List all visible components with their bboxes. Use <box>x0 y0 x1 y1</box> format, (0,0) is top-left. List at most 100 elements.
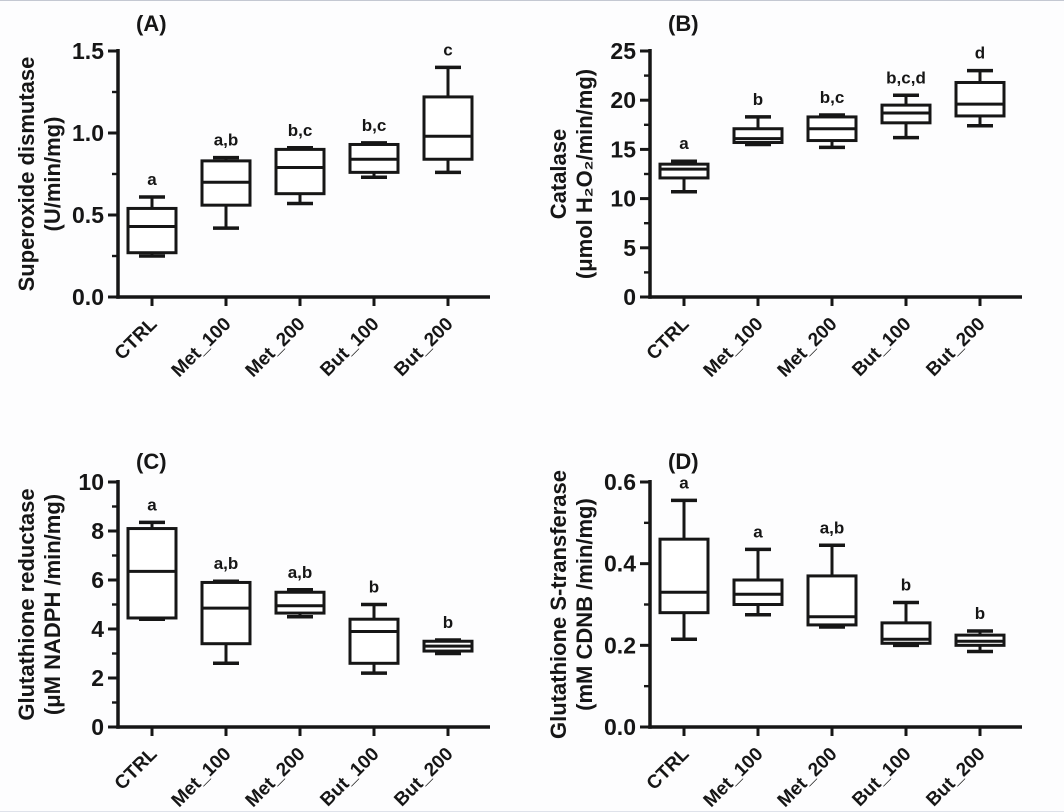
y-axis-label-name: Catalase <box>546 129 571 220</box>
iqr-box <box>422 95 474 161</box>
category-label: CTRL <box>111 313 162 364</box>
y-axis-label-name: Glutathione S-transferase <box>546 470 571 739</box>
iqr-box <box>732 578 784 606</box>
category-label: Met_100 <box>168 744 236 812</box>
panel-label: (B) <box>668 11 699 36</box>
panel-d-glutathione-s-transferase: 0.0 0.2 0.4 0.6 CTRL Met_100 Met_200 But_100 But… <box>546 449 1022 812</box>
y-tick-label: 0.0 <box>604 714 636 740</box>
y-axis-label-name: Superoxide dismutase <box>14 57 39 292</box>
y-tick-label: 5 <box>623 235 636 261</box>
box-group <box>658 498 710 641</box>
category-label: But_200 <box>390 744 457 811</box>
iqr-box <box>126 206 178 255</box>
box-group <box>200 155 252 230</box>
significance-letter: a,b <box>214 131 239 150</box>
y-tick-label: 15 <box>610 136 636 162</box>
box-group <box>732 547 784 617</box>
significance-letter: a <box>753 522 763 541</box>
significance-letter: b <box>369 578 379 597</box>
y-axis-label-units: (μM NADPH /min/mg) <box>40 494 65 715</box>
category-label: CTRL <box>643 313 694 364</box>
y-axis-label-name: Glutathione reductase <box>14 488 39 720</box>
box-group <box>200 579 252 666</box>
y-tick-label: 2 <box>91 665 104 691</box>
y-tick-label: 0.0 <box>72 284 104 310</box>
box-group <box>348 141 400 180</box>
y-tick-label: 6 <box>91 567 104 593</box>
iqr-box <box>658 162 710 180</box>
box-group <box>954 629 1006 654</box>
y-tick-label: 0.5 <box>72 202 104 228</box>
y-tick-label: 0 <box>623 284 636 310</box>
significance-letter: b <box>443 613 453 632</box>
y-tick-label: 0.4 <box>604 551 636 577</box>
iqr-box <box>274 590 326 615</box>
category-label: But_200 <box>922 314 989 381</box>
box-group <box>126 195 178 258</box>
box-group <box>806 543 858 629</box>
panel-a-superoxide-dismutase: 0.0 0.5 1.0 1.5 CTRL Met_100 Met_200 But_100 But… <box>14 11 490 382</box>
box-group <box>422 638 474 656</box>
y-axis-label-units: (mM CDNB /min/mg) <box>572 498 597 711</box>
panel-label: (A) <box>136 11 167 36</box>
significance-letter: a,b <box>820 518 845 537</box>
category-label: But_100 <box>316 744 383 811</box>
box-group <box>806 113 858 150</box>
category-label: Met_100 <box>700 744 768 812</box>
y-axis-label-units: (U/min/mg) <box>40 117 65 232</box>
category-label: But_100 <box>848 314 915 381</box>
significance-letter: b,c,d <box>886 68 926 87</box>
category-label: But_100 <box>316 314 383 381</box>
significance-letter: b <box>753 90 763 109</box>
panel-c-glutathione-reductase: 0 2 4 6 8 10 CTRL Met_100 Met_200 But_100 But_200 a… <box>14 449 490 812</box>
y-tick-label: 25 <box>610 38 636 64</box>
category-label: CTRL <box>643 743 694 794</box>
y-tick-label: 1.0 <box>72 120 104 146</box>
box-group <box>880 93 932 140</box>
box-group <box>732 115 784 147</box>
box-group <box>126 520 178 621</box>
category-label: Met_200 <box>774 314 842 382</box>
panel-b-catalase: 0 5 10 15 20 25 CTRL Met_100 Met_200 But_100 But_2… <box>546 11 1022 382</box>
category-label: CTRL <box>111 743 162 794</box>
iqr-box <box>658 537 710 615</box>
box-group <box>880 600 932 648</box>
iqr-box <box>200 580 252 646</box>
category-label: Met_100 <box>168 314 236 382</box>
box-group <box>422 65 474 175</box>
category-label: But_200 <box>390 314 457 381</box>
y-tick-label: 0 <box>91 714 104 740</box>
significance-letter: a <box>147 170 157 189</box>
category-label: But_100 <box>848 744 915 811</box>
significance-letter: b,c <box>820 88 845 107</box>
box-group <box>954 68 1006 128</box>
box-group <box>274 588 326 619</box>
y-tick-label: 4 <box>91 616 104 642</box>
iqr-box <box>954 80 1006 118</box>
panel-label: (C) <box>136 449 167 474</box>
y-tick-label: 10 <box>610 186 636 212</box>
significance-letter: a,b <box>214 554 239 573</box>
significance-letter: b <box>975 604 985 623</box>
category-label: Met_200 <box>242 744 310 812</box>
significance-letter: a <box>147 495 157 514</box>
significance-letter: b <box>901 575 911 594</box>
significance-letter: d <box>975 44 985 63</box>
significance-letter: b,c <box>288 121 313 140</box>
y-axis-label-units: (μmol H₂O₂/min/mg) <box>572 69 597 279</box>
y-tick-label: 8 <box>91 518 104 544</box>
iqr-box <box>126 527 178 620</box>
panel-label: (D) <box>668 449 699 474</box>
category-label: Met_100 <box>700 314 768 382</box>
y-tick-label: 0.2 <box>604 632 636 658</box>
category-label: But_200 <box>922 744 989 811</box>
significance-letter: a <box>679 473 689 492</box>
significance-letter: b,c <box>362 116 387 135</box>
significance-letter: c <box>443 40 452 59</box>
box-group <box>658 159 710 194</box>
y-tick-label: 0.6 <box>604 469 636 495</box>
box-group <box>274 146 326 206</box>
significance-letter: a,b <box>288 563 313 582</box>
category-label: Met_200 <box>242 314 310 382</box>
